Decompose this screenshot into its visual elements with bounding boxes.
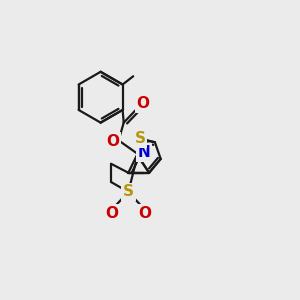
Text: O: O xyxy=(136,96,149,111)
Text: S: S xyxy=(134,131,146,146)
Text: O: O xyxy=(106,134,119,148)
Text: S: S xyxy=(123,184,134,200)
Text: N: N xyxy=(138,145,150,160)
Text: O: O xyxy=(138,206,151,221)
Text: O: O xyxy=(106,206,119,221)
